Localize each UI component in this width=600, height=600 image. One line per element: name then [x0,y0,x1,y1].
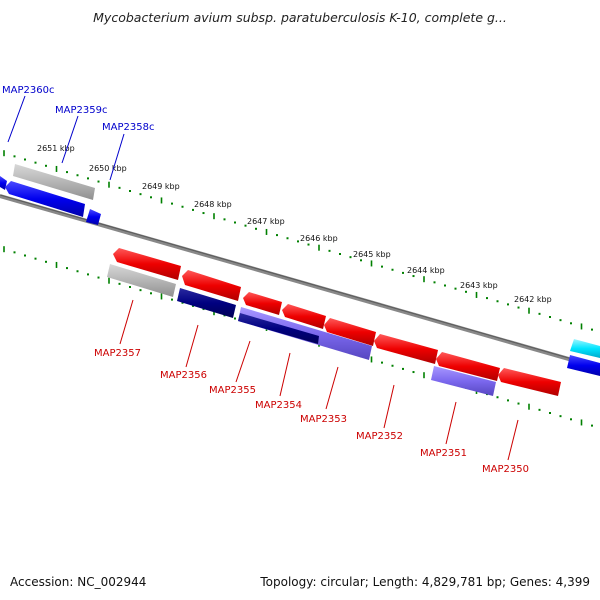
ruler-label: 2648 kbp [194,200,232,209]
label-leader [325,366,339,410]
ruler-label: 2644 kbp [407,266,445,275]
gene-feature-map2351-slate[interactable] [431,366,496,396]
gene-feature-blue-right[interactable] [567,355,600,376]
gene-feature-map2350[interactable] [498,368,561,396]
gene-feature-map2354-navy[interactable] [238,313,319,344]
reverse-strand-genes [107,248,561,396]
gene-feature-map2354[interactable] [282,304,326,329]
forward-gene-labels: MAP2360c MAP2359c MAP2358c [2,85,154,181]
gene-label-map2359c[interactable]: MAP2359c [55,105,107,116]
gene-feature-map2352[interactable] [374,334,438,364]
label-leader [61,115,79,164]
gene-label-map2360c[interactable]: MAP2360c [2,85,54,96]
label-leader [7,95,26,143]
label-leader [383,384,395,429]
accession-label: Accession: NC_002944 [10,575,147,589]
gene-label-map2357[interactable]: MAP2357 [94,348,141,359]
gene-feature-map2356[interactable] [182,270,241,301]
gene-feature-map2357-gray[interactable] [107,264,176,297]
gene-feature-map2355[interactable] [243,292,282,315]
gene-label-map2352[interactable]: MAP2352 [356,431,403,442]
outer-tick-row [3,150,593,331]
label-leader [507,419,519,461]
map-title: Mycobacterium avium subsp. paratuberculo… [93,10,507,25]
label-leader [185,324,199,368]
ruler-label: 2647 kbp [247,217,285,226]
gene-label-map2355[interactable]: MAP2355 [209,385,256,396]
gene-feature-map2356-navy[interactable] [177,288,236,318]
ruler-label: 2642 kbp [514,295,552,304]
gene-feature-map2359c[interactable] [13,164,95,200]
genome-backbone [0,194,600,370]
forward-strand-genes [0,164,600,376]
gene-feature-map2358c[interactable] [5,181,85,217]
gene-label-map2351[interactable]: MAP2351 [420,448,467,459]
gene-feature-map2360c[interactable] [0,176,7,190]
gene-label-map2356[interactable]: MAP2356 [160,370,207,381]
ruler-label: 2646 kbp [300,234,338,243]
gene-feature-map2357[interactable] [113,248,181,280]
label-leader [279,352,291,397]
label-leader [235,340,251,383]
genome-backbone-highlight [0,194,600,368]
gene-label-map2350[interactable]: MAP2350 [482,464,529,475]
gene-feature-cyan[interactable] [570,339,600,358]
ruler-label: 2649 kbp [142,182,180,191]
label-leader [109,133,125,181]
ruler-label: 2651 kbp [37,144,75,153]
label-leader [119,299,134,345]
label-leader [445,401,457,445]
gene-feature-map2351[interactable] [436,352,500,381]
gene-feature-small-blue[interactable] [86,209,101,225]
topology-label: Topology: circular; Length: 4,829,781 bp… [260,575,590,589]
ruler-label: 2645 kbp [353,250,391,259]
ruler-label: 2650 kbp [89,164,127,173]
ruler-label: 2643 kbp [460,281,498,290]
gene-label-map2358c[interactable]: MAP2358c [102,122,154,133]
ruler-labels: 2651 kbp 2650 kbp 2649 kbp 2648 kbp 2647… [37,144,552,304]
gene-feature-map2353[interactable] [324,318,376,346]
gene-label-map2353[interactable]: MAP2353 [300,414,347,425]
gene-label-map2354[interactable]: MAP2354 [255,400,302,411]
reverse-gene-labels: MAP2357 MAP2356 MAP2355 MAP2354 MAP2353 … [94,299,529,475]
